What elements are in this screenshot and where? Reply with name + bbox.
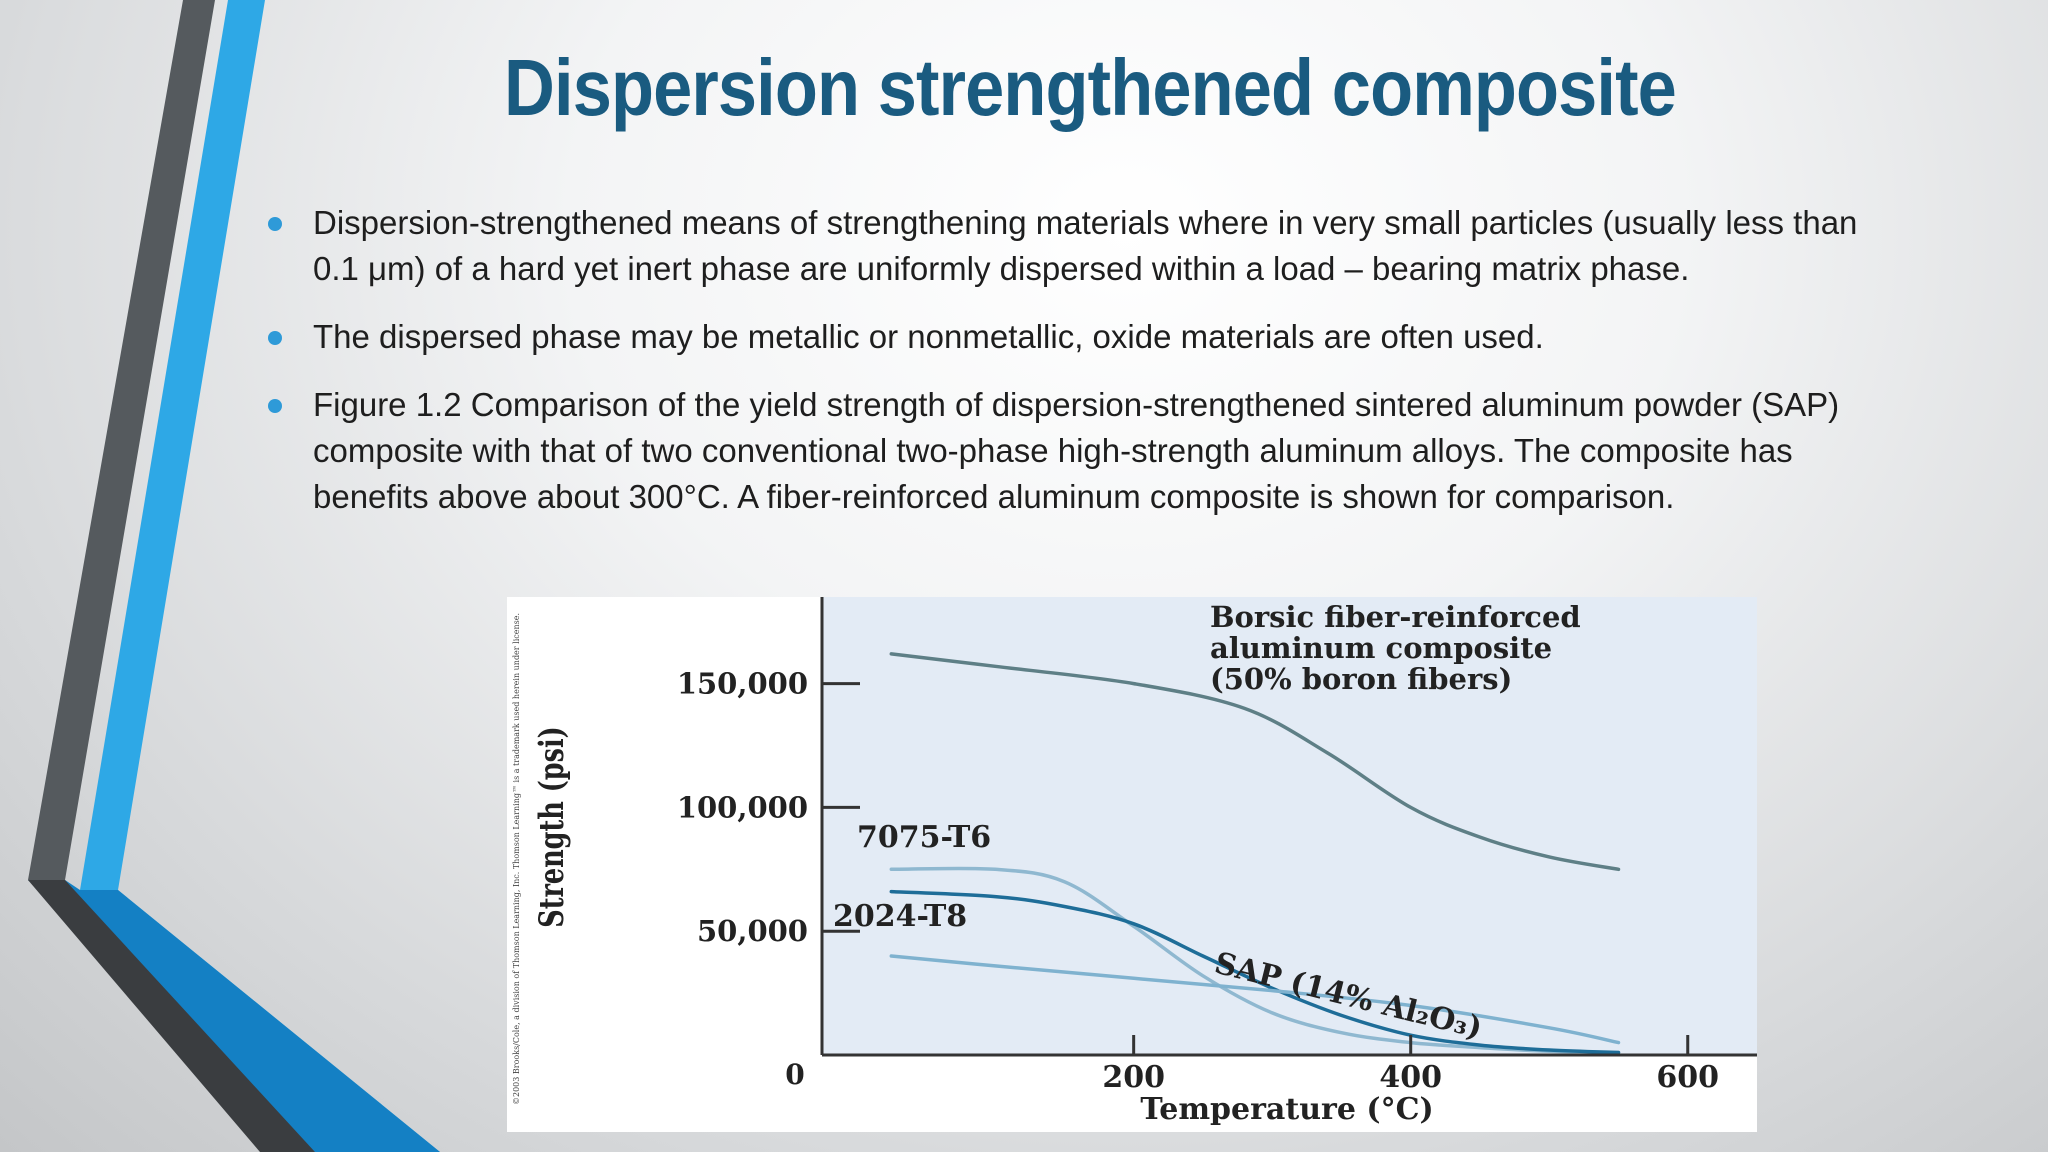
y-tick-label: 100,000 (677, 790, 808, 824)
dark-ribbon-upper (28, 0, 315, 1152)
series-line-3 (889, 954, 1621, 1045)
y-axis-label: Strength (psi) (532, 726, 572, 927)
borsic-label-line: Borsic fiber-reinforced (1210, 600, 1581, 634)
bullet-icon (268, 331, 282, 345)
left-ribbon-decoration (28, 0, 440, 1152)
bullet-text: Figure 1.2 Comparison of the yield stren… (313, 386, 1840, 515)
bullet-list: Dispersion-strengthened means of strengt… (268, 200, 1908, 542)
bullet-item: Figure 1.2 Comparison of the yield stren… (268, 382, 1908, 520)
tick-layer: 50,000 100,000 150,000 200 400 600 (677, 667, 1719, 1095)
x-tick-label: 600 (1656, 1060, 1719, 1095)
series-layer (889, 652, 1621, 1055)
origin-label: 0 (785, 1058, 804, 1091)
x-tick-label: 200 (1102, 1060, 1165, 1095)
bullet-text: The dispersed phase may be metallic or n… (313, 318, 1544, 355)
bullet-icon (268, 217, 282, 231)
bullet-icon (268, 399, 282, 413)
x-tick-label: 400 (1379, 1060, 1442, 1095)
strength-temperature-chart: 50,000 100,000 150,000 200 400 600 Temperatur… (507, 597, 1757, 1132)
2024-t8-series-label: 2024-T8 (833, 899, 967, 934)
x-axis-label: Temperature (°C) (1140, 1092, 1433, 1127)
7075-t6-series-label: 7075-T6 (857, 820, 991, 855)
bullet-text: Dispersion-strengthened means of strengt… (313, 204, 1858, 287)
borsic-label-line: aluminum composite (1210, 631, 1552, 665)
series-line-2 (889, 889, 1621, 1055)
dark-ribbon-lower (28, 880, 315, 1152)
borsic-label-line: (50% boron fibers) (1210, 662, 1512, 696)
y-tick-label: 150,000 (677, 667, 808, 701)
bullet-item: Dispersion-strengthened means of strengt… (268, 200, 1908, 292)
series-line-0 (889, 652, 1621, 872)
copyright-text: ©2003 Brooks/Cole, a division of Thomson… (512, 613, 521, 1105)
borsic-series-label: Borsic fiber-reinforced aluminum composi… (1210, 600, 1591, 696)
blue-ribbon (80, 0, 440, 1152)
y-tick-label: 50,000 (697, 914, 808, 948)
series-line-1 (889, 866, 1621, 1055)
blue-ribbon-lower (28, 880, 440, 1152)
bullet-item: The dispersed phase may be metallic or n… (268, 314, 1908, 360)
plot-area (822, 597, 1757, 1055)
slide-title: Dispersion strengthened composite (504, 43, 1677, 132)
